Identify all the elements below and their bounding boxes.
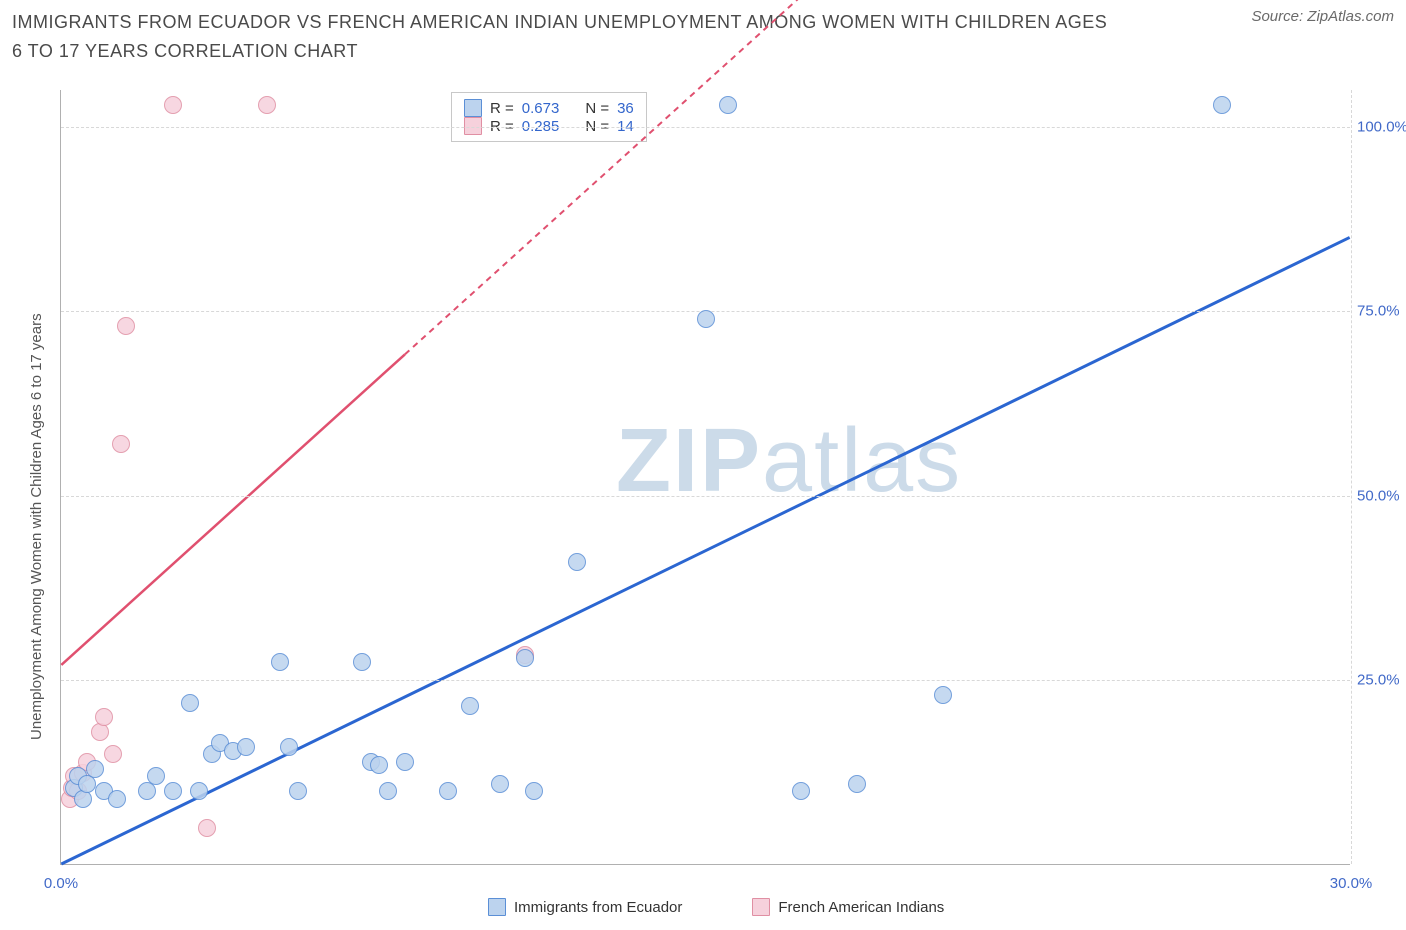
scatter-point-ecuador: [439, 782, 457, 800]
trend-line-ecuador: [61, 237, 1349, 864]
scatter-point-ecuador: [792, 782, 810, 800]
scatter-point-ecuador: [491, 775, 509, 793]
scatter-point-ecuador: [164, 782, 182, 800]
scatter-point-ecuador: [396, 753, 414, 771]
scatter-point-ecuador: [379, 782, 397, 800]
scatter-point-french: [104, 745, 122, 763]
n-label: N =: [585, 100, 609, 117]
scatter-point-ecuador: [289, 782, 307, 800]
trend-line-french: [61, 354, 405, 665]
scatter-point-ecuador: [190, 782, 208, 800]
y-tick-label: 75.0%: [1357, 303, 1406, 320]
y-axis-label: Unemployment Among Women with Children A…: [28, 313, 45, 740]
scatter-point-ecuador: [848, 775, 866, 793]
gridline-h: [61, 680, 1350, 681]
x-tick-label: 30.0%: [1330, 875, 1373, 892]
scatter-point-ecuador: [461, 697, 479, 715]
scatter-point-ecuador: [271, 653, 289, 671]
scatter-point-ecuador: [237, 738, 255, 756]
legend-item-french: French American Indians: [752, 898, 944, 916]
scatter-point-ecuador: [181, 694, 199, 712]
scatter-point-french: [95, 708, 113, 726]
scatter-point-ecuador: [108, 790, 126, 808]
scatter-point-ecuador: [934, 686, 952, 704]
scatter-point-ecuador: [1213, 96, 1231, 114]
scatter-point-ecuador: [568, 553, 586, 571]
scatter-point-french: [112, 435, 130, 453]
correlation-legend: R = 0.673 N = 36 R = 0.285 N = 14: [451, 92, 647, 142]
y-tick-label: 50.0%: [1357, 487, 1406, 504]
gridline-h: [61, 496, 1350, 497]
r-label: R =: [490, 100, 514, 117]
y-tick-label: 100.0%: [1357, 118, 1406, 135]
series-legend: Immigrants from Ecuador French American …: [488, 898, 944, 916]
source-attribution: Source: ZipAtlas.com: [1251, 8, 1394, 25]
scatter-point-french: [258, 96, 276, 114]
gridline-v: [1351, 90, 1352, 864]
scatter-point-ecuador: [697, 310, 715, 328]
watermark: ZIPatlas: [616, 410, 962, 513]
scatter-point-french: [198, 819, 216, 837]
legend-label-french: French American Indians: [778, 899, 944, 916]
legend-label-ecuador: Immigrants from Ecuador: [514, 899, 682, 916]
scatter-point-ecuador: [86, 760, 104, 778]
legend-item-ecuador: Immigrants from Ecuador: [488, 898, 682, 916]
x-tick-label: 0.0%: [44, 875, 78, 892]
chart-title: IMMIGRANTS FROM ECUADOR VS FRENCH AMERIC…: [12, 8, 1112, 66]
legend-row-ecuador: R = 0.673 N = 36: [464, 99, 634, 117]
r-value-ecuador: 0.673: [522, 100, 560, 117]
scatter-point-french: [164, 96, 182, 114]
scatter-point-ecuador: [516, 649, 534, 667]
n-value-ecuador: 36: [617, 100, 634, 117]
legend-swatch-ecuador-icon: [488, 898, 506, 916]
scatter-point-ecuador: [280, 738, 298, 756]
legend-swatch-ecuador: [464, 99, 482, 117]
scatter-point-ecuador: [353, 653, 371, 671]
scatter-point-french: [117, 317, 135, 335]
y-tick-label: 25.0%: [1357, 672, 1406, 689]
scatter-point-ecuador: [147, 767, 165, 785]
scatter-point-ecuador: [525, 782, 543, 800]
scatter-point-ecuador: [719, 96, 737, 114]
gridline-h: [61, 127, 1350, 128]
scatter-plot-area: ZIPatlas R = 0.673 N = 36 R = 0.285 N = …: [60, 90, 1350, 865]
legend-swatch-french-icon: [752, 898, 770, 916]
scatter-point-ecuador: [370, 756, 388, 774]
